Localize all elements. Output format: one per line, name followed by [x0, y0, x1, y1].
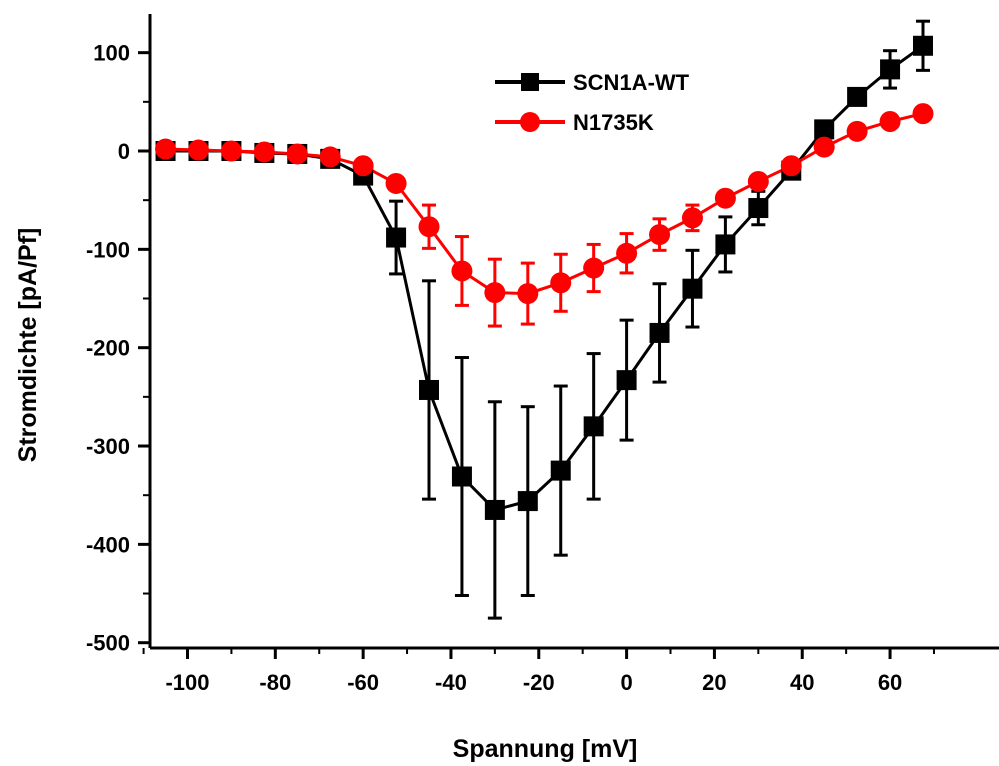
- legend-label-mut: N1735K: [573, 110, 654, 135]
- data-point-n1735k: [352, 155, 374, 177]
- legend: SCN1A-WT N1735K: [495, 70, 690, 135]
- data-point-n1735k: [155, 138, 177, 160]
- legend-label-wt: SCN1A-WT: [573, 70, 690, 95]
- y-tick-label: -200: [86, 336, 130, 361]
- x-tick-label: 0: [620, 670, 632, 695]
- data-point-n1735k: [879, 110, 901, 132]
- y-tick-label: 100: [93, 41, 130, 66]
- data-point-wt: [550, 460, 571, 481]
- x-tick-label: -20: [523, 670, 555, 695]
- x-tick-label: -80: [259, 670, 291, 695]
- data-point-n1735k: [747, 170, 769, 192]
- data-point-n1735k: [681, 207, 703, 229]
- data-point-wt: [649, 322, 670, 343]
- data-point-n1735k: [418, 216, 440, 238]
- data-point-n1735k: [780, 155, 802, 177]
- data-point-wt: [847, 86, 868, 107]
- ticks: -100 -80 -60 -40 -20 0 20 40 60-500-400-300-200-…: [86, 41, 935, 695]
- data-point-wt: [386, 227, 407, 248]
- data-point-n1735k: [649, 224, 671, 246]
- x-tick-label: -60: [347, 670, 379, 695]
- data-point-n1735k: [385, 172, 407, 194]
- series-line-wt: [165, 44, 924, 512]
- x-axis-title: Spannung [mV]: [453, 735, 638, 763]
- y-tick-label: 0: [118, 139, 130, 164]
- data-point-n1735k: [912, 103, 934, 125]
- x-tick-label: 20: [702, 670, 726, 695]
- legend-marker-wt: [521, 73, 539, 91]
- data-point-n1735k: [813, 136, 835, 158]
- data-point-n1735k: [517, 283, 539, 305]
- data-point-n1735k: [616, 242, 638, 264]
- data-point-wt: [484, 499, 505, 520]
- y-tick-label: -400: [86, 532, 130, 557]
- data-point-n1735k: [550, 272, 572, 294]
- data-point-wt: [748, 198, 769, 219]
- series-layer: [155, 35, 934, 520]
- data-point-n1735k: [253, 141, 275, 163]
- data-point-wt: [715, 234, 736, 255]
- x-tick-label: -40: [435, 670, 467, 695]
- y-tick-label: -100: [86, 237, 130, 262]
- data-point-n1735k: [319, 146, 341, 168]
- data-point-wt: [419, 379, 440, 400]
- y-axis-title: Stromdichte [pA/Pf]: [14, 228, 42, 463]
- axes: [148, 14, 999, 650]
- data-point-n1735k: [220, 140, 242, 162]
- data-point-wt: [583, 416, 604, 437]
- series-line-n1735k: [165, 112, 924, 296]
- data-point-wt: [880, 59, 901, 80]
- data-point-n1735k: [187, 139, 209, 161]
- x-tick-label: 60: [878, 670, 902, 695]
- y-tick-label: -300: [86, 434, 130, 459]
- data-point-wt: [682, 278, 703, 299]
- data-point-wt: [912, 35, 933, 56]
- data-point-wt: [616, 370, 637, 391]
- data-point-n1735k: [583, 257, 605, 279]
- data-point-wt: [814, 119, 835, 140]
- y-tick-label: -500: [86, 631, 130, 656]
- x-tick-label: 40: [790, 670, 814, 695]
- x-tick-label: -100: [165, 670, 209, 695]
- data-point-wt: [451, 466, 472, 487]
- legend-marker-mut: [520, 112, 540, 132]
- data-point-n1735k: [484, 282, 506, 304]
- data-point-n1735k: [286, 143, 308, 165]
- data-point-n1735k: [846, 120, 868, 142]
- data-point-n1735k: [451, 260, 473, 282]
- data-point-wt: [517, 491, 538, 512]
- data-point-n1735k: [714, 187, 736, 209]
